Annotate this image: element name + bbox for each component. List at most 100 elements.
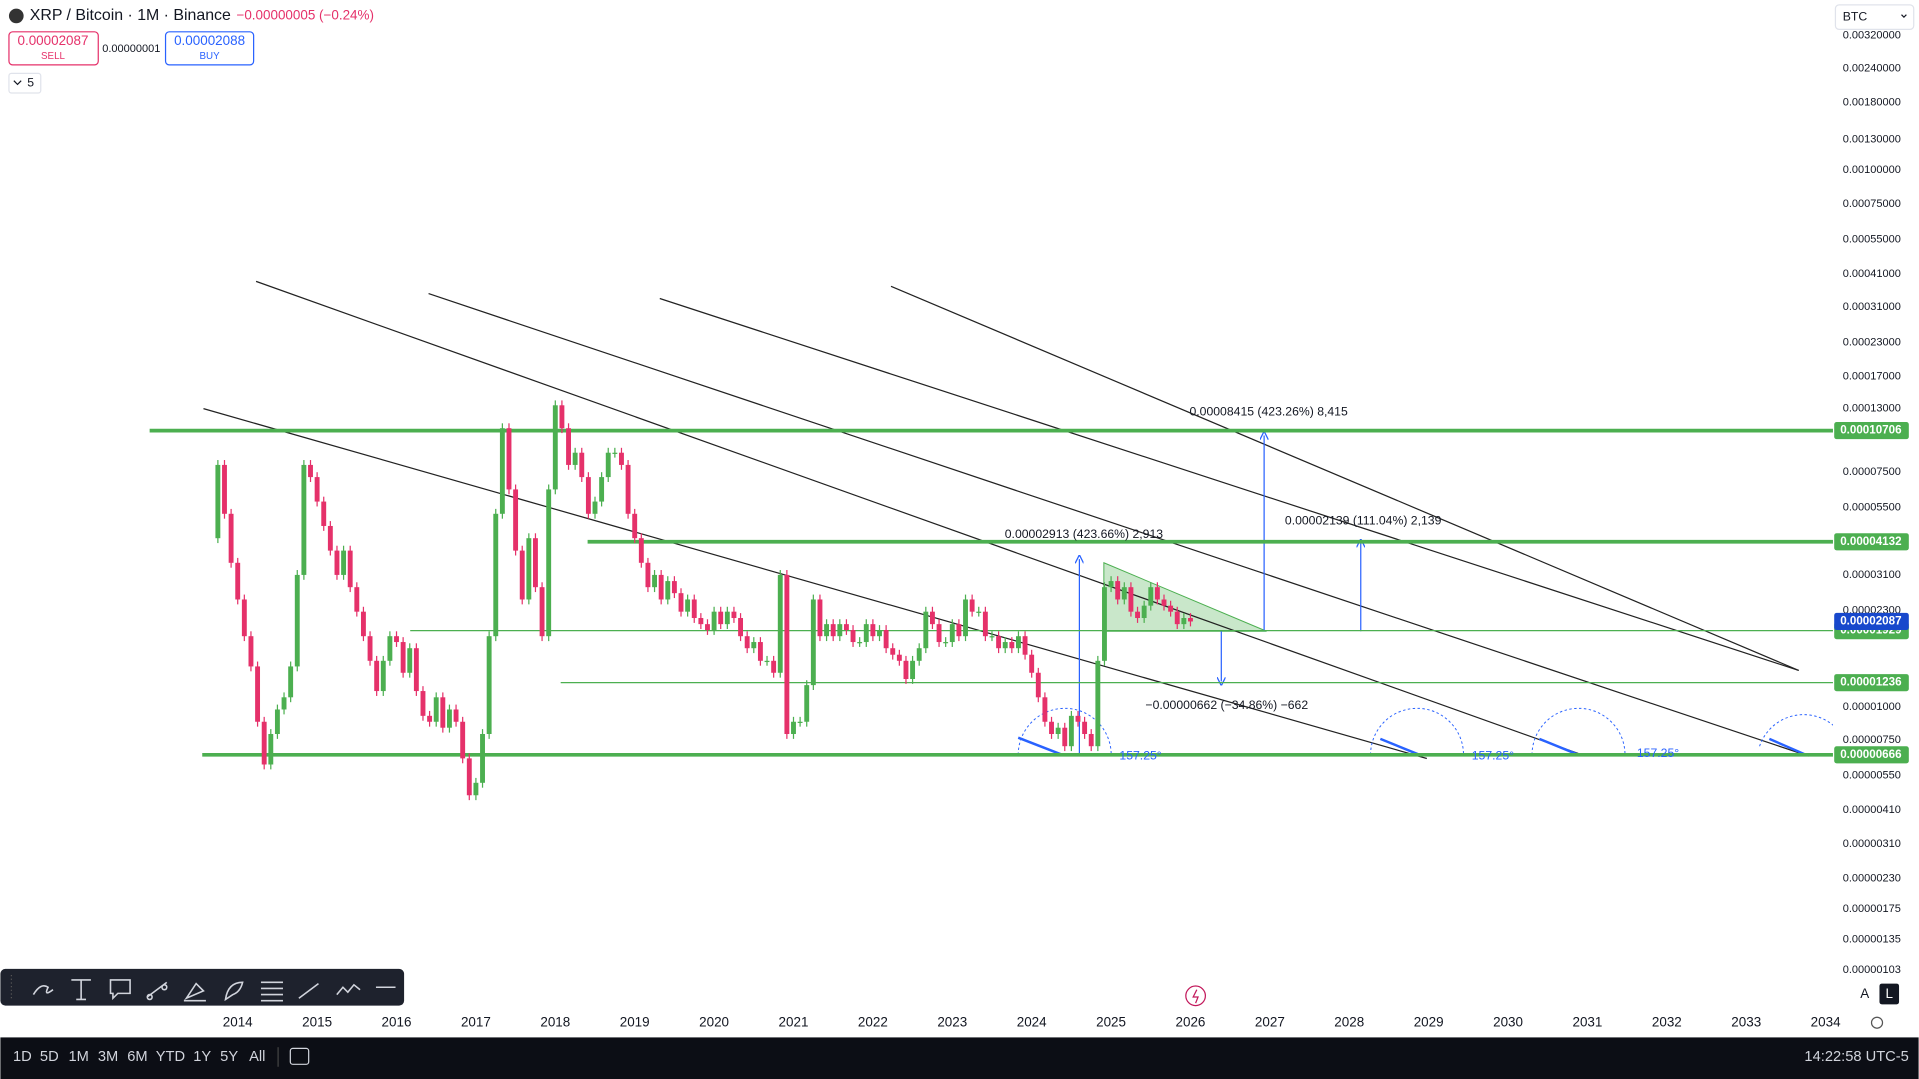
candle <box>453 709 459 722</box>
range-button[interactable]: 1D <box>13 1049 32 1065</box>
trend-line <box>428 293 1809 757</box>
tool-icon[interactable] <box>109 979 131 1001</box>
candle <box>446 709 452 728</box>
log-scale-button[interactable] <box>1879 983 1900 1005</box>
tool-icon[interactable] <box>298 982 319 999</box>
candle <box>1135 611 1140 619</box>
range-button[interactable]: 1M <box>68 1049 88 1065</box>
candle <box>830 624 836 637</box>
candle <box>1049 721 1054 734</box>
candle <box>698 618 704 625</box>
candle <box>539 587 545 637</box>
sell-button[interactable] <box>8 31 99 66</box>
symbol-title[interactable]: XRP / Bitcoin · 1M · Binance <box>30 7 231 24</box>
candle <box>857 642 863 644</box>
candle <box>513 489 519 551</box>
trend-line <box>203 408 1427 760</box>
time-axis-label: 2015 <box>302 1014 332 1029</box>
range-button[interactable]: 3M <box>98 1049 118 1065</box>
candle <box>632 513 638 539</box>
candle <box>228 513 234 563</box>
candle <box>334 550 340 575</box>
time-axis-label: 2018 <box>540 1014 570 1029</box>
price-axis-label: 0.00130000 <box>1843 133 1901 145</box>
time-axis-label: 2034 <box>1811 1014 1841 1029</box>
candle <box>308 464 313 478</box>
settings-icon[interactable] <box>1870 1016 1884 1029</box>
currency: BTC <box>1843 9 1868 23</box>
calendar-icon[interactable] <box>289 1047 310 1065</box>
tool-icon[interactable] <box>71 979 91 1001</box>
sell-label: SELL <box>41 51 65 62</box>
buy-button[interactable] <box>164 31 255 66</box>
candle <box>394 636 399 643</box>
angle-ray <box>1379 737 1420 756</box>
price-axis-label: 0.00041000 <box>1843 268 1901 280</box>
range-button[interactable]: 1Y <box>193 1049 211 1065</box>
tool-icon[interactable] <box>32 985 54 996</box>
candle <box>850 630 856 643</box>
candle <box>645 562 651 588</box>
measure-label: 0.00002913 (423.66%) 2,913 <box>1005 527 1163 541</box>
plot-area <box>149 280 1833 801</box>
candle <box>1055 727 1061 734</box>
candle <box>519 550 525 600</box>
tool-icon[interactable] <box>183 982 206 1002</box>
price-axis-label: 0.00055000 <box>1843 234 1901 246</box>
price-axis-label: 0.00013000 <box>1843 403 1901 415</box>
range-button[interactable]: 5D <box>40 1049 59 1065</box>
range-button[interactable]: YTD <box>156 1049 185 1065</box>
time-axis-label: 2023 <box>937 1014 967 1029</box>
auto-scale[interactable]: A <box>1860 986 1869 1001</box>
range-button[interactable]: 6M <box>127 1049 147 1065</box>
currency-select[interactable] <box>1834 4 1915 30</box>
candle <box>400 642 406 673</box>
candle <box>466 758 472 796</box>
time-axis-label: 2025 <box>1096 1014 1126 1029</box>
candle <box>427 715 433 722</box>
price-axis-label: 0.00240000 <box>1843 62 1901 74</box>
candle <box>1009 642 1015 649</box>
candle <box>797 721 803 723</box>
candle <box>592 501 598 514</box>
candle <box>1181 618 1187 625</box>
candle <box>301 464 307 575</box>
candle <box>870 624 876 637</box>
candle <box>976 611 982 613</box>
candle <box>896 654 902 661</box>
level-label: 0.00001236 <box>1840 676 1902 689</box>
price-axis-label: 0.00000750 <box>1843 734 1901 746</box>
range-button[interactable]: 5Y <box>220 1049 238 1065</box>
buy-price: 0.00002088 <box>174 33 245 48</box>
price-axis-label: 0.00320000 <box>1843 29 1901 41</box>
candle <box>718 611 724 625</box>
measure-label: 0.00008415 (423.26%) 8,415 <box>1189 405 1347 419</box>
price-axis-label: 0.00003100 <box>1843 569 1901 581</box>
candle <box>1075 715 1081 722</box>
time-axis-label: 2021 <box>779 1014 809 1029</box>
range-button[interactable]: All <box>249 1049 265 1065</box>
tool-icon[interactable] <box>146 981 168 1001</box>
candle <box>943 642 949 644</box>
tool-icon[interactable] <box>336 983 361 996</box>
angle-ray <box>1017 736 1063 756</box>
candle <box>367 636 373 661</box>
candle <box>1168 605 1174 612</box>
candle <box>638 538 644 563</box>
candle <box>1141 605 1147 619</box>
candle <box>989 636 995 638</box>
tool-icon[interactable] <box>260 981 283 1002</box>
candle <box>493 513 499 637</box>
candle <box>1082 721 1088 734</box>
level-tag <box>1834 422 1909 440</box>
candle <box>877 630 882 637</box>
replay-icon[interactable] <box>1185 985 1207 1007</box>
layers-toggle[interactable] <box>8 72 42 94</box>
candle <box>599 477 605 502</box>
price-axis-label: 0.00005500 <box>1843 502 1901 514</box>
candle <box>744 636 750 649</box>
candle <box>347 550 353 588</box>
candle <box>705 624 710 631</box>
tool-icon[interactable] <box>224 981 244 1002</box>
